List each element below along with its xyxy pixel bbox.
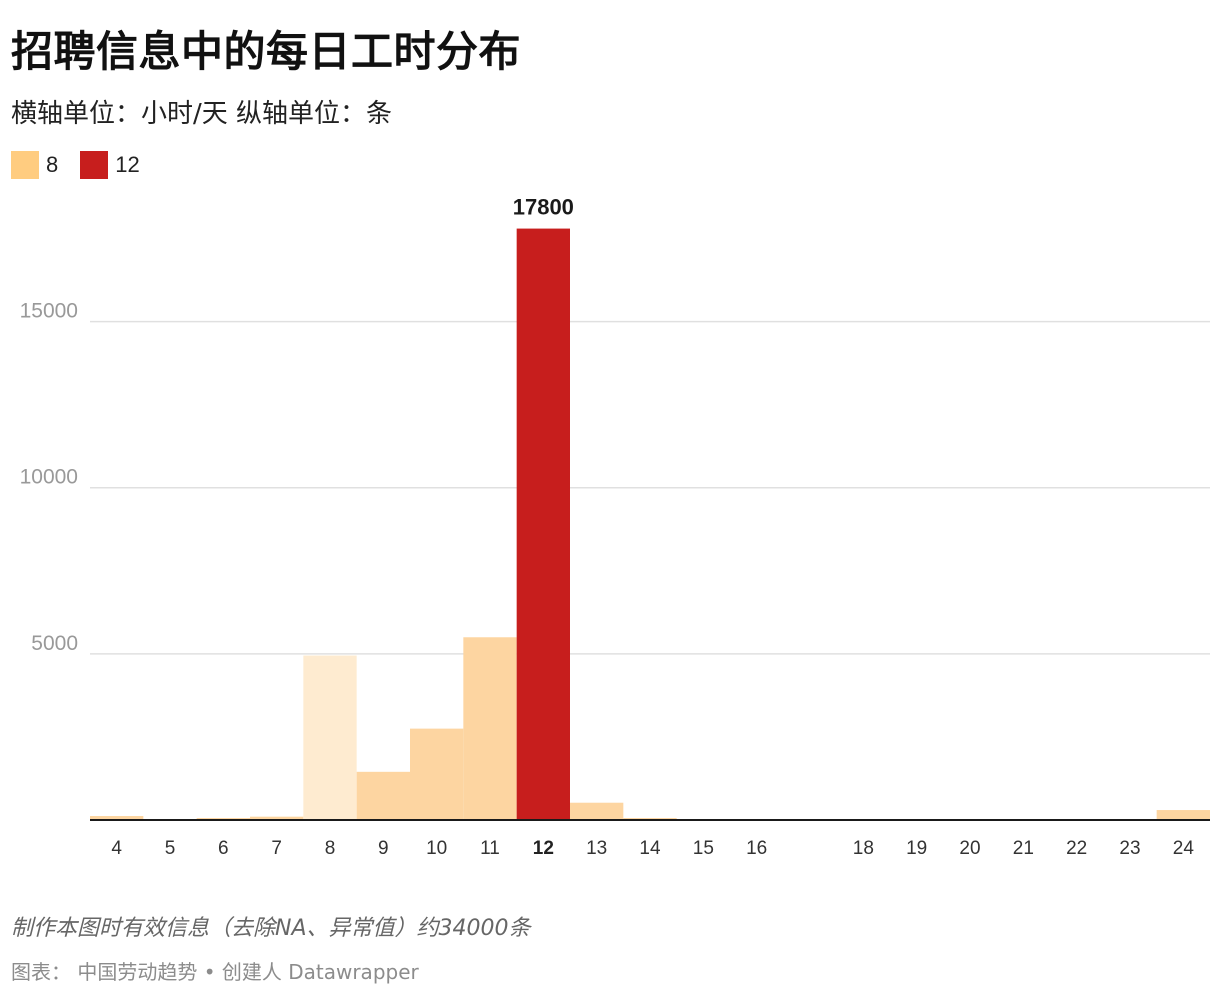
legend-label-12: 12 (115, 152, 140, 177)
x-tick-label-7: 7 (271, 838, 282, 859)
y-tick-label-15000: 15000 (20, 300, 78, 323)
bar-9 (356, 771, 410, 820)
x-tick-label-10: 10 (426, 838, 447, 859)
x-tick-label-13: 13 (586, 838, 607, 859)
legend: 8 12 (11, 151, 162, 179)
legend-label-8: 8 (46, 152, 59, 177)
chart-subtitle: 横轴单位：小时/天 纵轴单位：条 (11, 99, 393, 129)
x-tick-label-8: 8 (325, 838, 336, 859)
x-tick-label-19: 19 (906, 838, 927, 859)
x-tick-label-4: 4 (111, 838, 122, 859)
chart-footer: 图表： 中国劳动趋势 • 创建人 Datawrapper (11, 956, 419, 985)
bar-8 (303, 655, 357, 820)
bar-11 (463, 637, 517, 820)
x-tick-label-11: 11 (480, 838, 500, 859)
legend-swatch-8 (11, 151, 39, 179)
x-tick-label-6: 6 (218, 838, 229, 859)
bar-chart: 5000 10000 15000 4 5 6 7 8 9 10 11 12 13 14 15 16 18 19 20… (20, 195, 1210, 859)
x-tick-label-22: 22 (1066, 838, 1087, 859)
x-tick-label-24: 24 (1173, 838, 1195, 859)
legend-item-8: 8 (11, 151, 58, 179)
footer-prefix: 图表： (11, 960, 71, 984)
x-tick-label-20: 20 (959, 838, 980, 859)
footer-credit: 中国劳动趋势 • 创建人 Datawrapper (77, 960, 419, 984)
x-tick-label-16: 16 (746, 838, 767, 859)
y-tick-label-10000: 10000 (20, 466, 78, 489)
x-tick-label-21: 21 (1013, 838, 1034, 859)
x-tick-label-9: 9 (378, 838, 389, 859)
bar-12 (516, 228, 570, 821)
legend-item-12: 12 (80, 151, 140, 179)
legend-swatch-12 (80, 151, 109, 179)
bar-4 (90, 816, 144, 820)
bar-10 (410, 728, 464, 820)
bar-7 (250, 816, 304, 820)
x-tick-label-18: 18 (853, 838, 874, 859)
x-tick-label-12: 12 (533, 838, 554, 859)
y-tick-label-5000: 5000 (31, 632, 78, 655)
x-tick-label-15: 15 (693, 838, 714, 859)
bar-13 (570, 802, 624, 820)
data-label-12: 17800 (513, 195, 574, 220)
x-tick-label-14: 14 (639, 838, 661, 859)
bar-24 (1156, 810, 1210, 820)
x-tick-label-23: 23 (1119, 838, 1140, 859)
chart-note: 制作本图时有效信息（去除NA、异常值）约34000条 (11, 916, 531, 941)
chart-title: 招聘信息中的每日工时分布 (11, 27, 522, 76)
x-tick-label-5: 5 (165, 838, 176, 859)
